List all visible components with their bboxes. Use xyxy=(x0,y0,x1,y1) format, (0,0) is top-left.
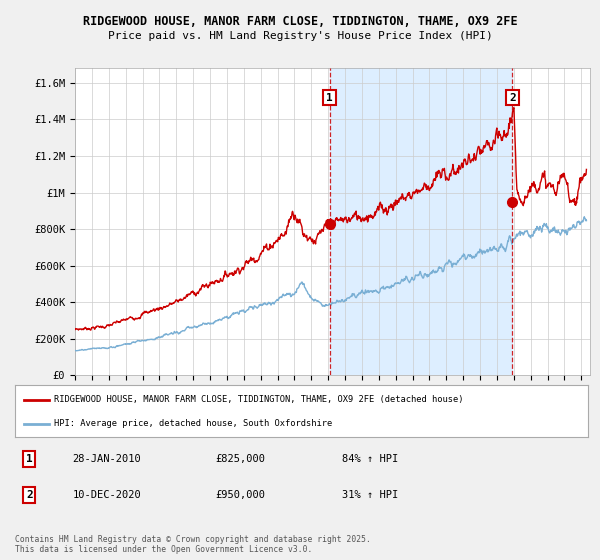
Text: 1: 1 xyxy=(26,454,33,464)
Text: 28-JAN-2010: 28-JAN-2010 xyxy=(73,454,141,464)
Text: 2: 2 xyxy=(509,92,516,102)
Text: £950,000: £950,000 xyxy=(215,490,266,500)
Text: 31% ↑ HPI: 31% ↑ HPI xyxy=(341,490,398,500)
Text: HPI: Average price, detached house, South Oxfordshire: HPI: Average price, detached house, Sout… xyxy=(54,419,332,428)
Text: 10-DEC-2020: 10-DEC-2020 xyxy=(73,490,141,500)
Text: RIDGEWOOD HOUSE, MANOR FARM CLOSE, TIDDINGTON, THAME, OX9 2FE (detached house): RIDGEWOOD HOUSE, MANOR FARM CLOSE, TIDDI… xyxy=(54,395,463,404)
Bar xyxy=(329,68,512,375)
Text: £825,000: £825,000 xyxy=(215,454,266,464)
Text: 2: 2 xyxy=(26,490,33,500)
Text: Contains HM Land Registry data © Crown copyright and database right 2025.
This d: Contains HM Land Registry data © Crown c… xyxy=(15,535,371,554)
Text: 84% ↑ HPI: 84% ↑ HPI xyxy=(341,454,398,464)
Text: 1: 1 xyxy=(326,92,333,102)
Text: Price paid vs. HM Land Registry's House Price Index (HPI): Price paid vs. HM Land Registry's House … xyxy=(107,31,493,41)
Text: RIDGEWOOD HOUSE, MANOR FARM CLOSE, TIDDINGTON, THAME, OX9 2FE: RIDGEWOOD HOUSE, MANOR FARM CLOSE, TIDDI… xyxy=(83,15,517,28)
